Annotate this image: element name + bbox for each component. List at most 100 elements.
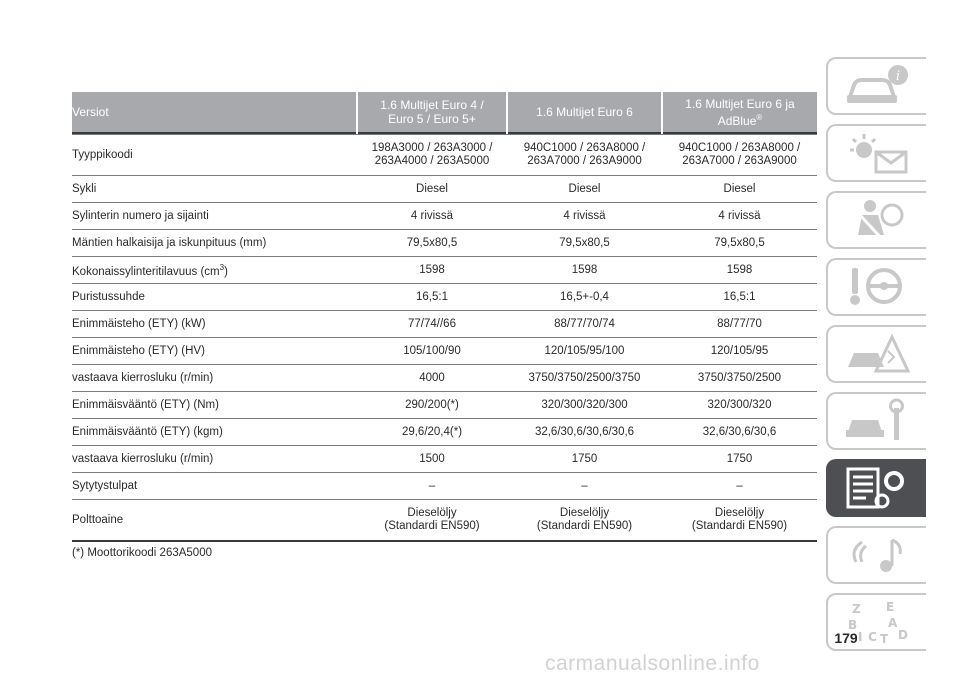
svg-text:E: E [886,600,894,614]
cell-value: Dieselöljy (Standardi EN590) [507,499,662,542]
airbag-safety-icon [858,200,904,241]
tab-technical-data[interactable] [826,459,926,517]
cell-value: – [357,472,507,500]
cell-value: Diesel [357,175,507,203]
cell-value: 3750/3750/2500 [662,364,817,392]
tab-starting-driving[interactable] [826,258,926,316]
cell-value: 105/100/90 [357,337,507,365]
chapter-tabs: i [826,57,930,660]
cell-value: 79,5x80,5 [357,229,507,257]
cell-value: 32,6/30,6/30,6/30,6 [507,418,662,446]
cell-value: 32,6/30,6/30,6 [662,418,817,446]
cell-value: 940C1000 / 263A8000 /263A7000 / 263A9000 [662,134,817,176]
tab-warning-lights[interactable] [826,124,926,182]
table-row: Polttoaine Dieselöljy (Standardi EN590) D… [72,499,817,542]
svg-text:D: D [898,628,908,642]
row-label: Sykli [72,175,357,203]
cell-value: 1598 [357,256,507,284]
svg-text:T: T [880,632,889,645]
cell-value: 77/74//66 [357,310,507,338]
cell-value: 3750/3750/2500/3750 [507,364,662,392]
svg-text:A: A [888,616,898,630]
maintenance-tools-icon [846,398,904,440]
footnote: (*) Moottorikoodi 263A5000 [72,547,212,559]
cell-value: 198A3000 / 263A3000 /263A4000 / 263A5000 [357,134,507,176]
cell-value: 120/105/95 [662,337,817,365]
cell-value: 4 rivissä [662,202,817,230]
cell-value: 16,5+-0,4 [507,283,662,311]
table-row: Enimmäisvääntö (ETY) (Nm) 290/200(*) 320… [72,391,817,419]
row-label: Puristussuhde [72,283,357,311]
header-separator [72,132,817,135]
row-label: Sylinterin numero ja sijainti [72,202,357,230]
header-euro6-adblue: 1.6 Multijet Euro 6 ja AdBlue® [661,92,817,133]
cell-value: 320/300/320 [662,391,817,419]
cell-value: 1598 [507,256,662,284]
cell-value: 88/77/70 [662,310,817,338]
row-label: Polttoaine [72,499,357,542]
row-label: Kokonaissylinteritilavuus (cm3) [72,256,357,284]
cell-value: 290/200(*) [357,391,507,419]
engine-spec-table: Versiot 1.6 Multijet Euro 4 /Euro 5 / Eu… [72,92,817,542]
warning-lights-icon [850,134,908,174]
row-label: Enimmäisvääntö (ETY) (Nm) [72,391,357,419]
table-row: vastaava kierrosluku (r/min) 1500 1750 1… [72,445,817,473]
tab-safety[interactable] [826,191,926,249]
row-label: Enimmäisvääntö (ETY) (kgm) [72,418,357,446]
tab-emergency[interactable] [826,325,926,383]
table-row: Enimmäisteho (ETY) (HV) 105/100/90 120/1… [72,337,817,365]
cell-value: 29,6/20,4(*) [357,418,507,446]
watermark[interactable]: carmanualsonline.info [545,652,760,675]
row-label: Mäntien halkaisija ja iskunpituus (mm) [72,229,357,257]
cell-value: 4 rivissä [357,202,507,230]
table-row: Sylinterin numero ja sijainti 4 rivissä … [72,202,817,230]
cell-value: 79,5x80,5 [662,229,817,257]
table-row: Sytytystulpat – – – [72,472,817,500]
header-versiot: Versiot [72,92,357,133]
tab-multimedia[interactable] [826,526,926,584]
car-info-icon: i [847,65,908,103]
tab-maintenance[interactable] [826,392,926,450]
row-label: vastaava kierrosluku (r/min) [72,445,357,473]
row-label: vastaava kierrosluku (r/min) [72,364,357,392]
table-row: Kokonaissylinteritilavuus (cm3) 1598 159… [72,256,817,284]
svg-text:B: B [848,618,857,632]
table-row: Puristussuhde 16,5:1 16,5+-0,4 16,5:1 [72,283,817,311]
cell-value: 940C1000 / 263A8000 /263A7000 / 263A9000 [507,134,662,176]
cell-value: 1750 [507,445,662,473]
page-number: 179 [834,630,858,646]
cell-value: 79,5x80,5 [507,229,662,257]
cell-value: 320/300/320/300 [507,391,662,419]
technical-data-icon [846,467,904,509]
steering-wheel-icon [850,268,902,305]
cell-value: 4000 [357,364,507,392]
cell-value: 120/105/95/100 [507,337,662,365]
emergency-triangle-icon [848,333,911,373]
cell-value: 1500 [357,445,507,473]
header-euro6: 1.6 Multijet Euro 6 [506,92,662,133]
svg-text:Z: Z [852,602,861,616]
table-row: Mäntien halkaisija ja iskunpituus (mm) 7… [72,229,817,257]
cell-value: 88/77/70/74 [507,310,662,338]
tab-car-info[interactable]: i [826,57,926,115]
svg-text:i: i [896,69,900,84]
cell-value: 1598 [662,256,817,284]
table-row: vastaava kierrosluku (r/min) 4000 3750/3… [72,364,817,392]
svg-text:C: C [868,630,877,644]
cell-value: 4 rivissä [507,202,662,230]
header-euro4-5: 1.6 Multijet Euro 4 /Euro 5 / Euro 5+ [356,92,507,133]
cell-value: – [507,472,662,500]
svg-text:I: I [858,630,862,644]
spec-table-container: Versiot 1.6 Multijet Euro 4 /Euro 5 / Eu… [72,92,817,542]
cell-value: 1750 [662,445,817,473]
row-label: Enimmäisteho (ETY) (HV) [72,337,357,365]
cell-value: Dieselöljy (Standardi EN590) [357,499,507,542]
cell-value: Dieselöljy (Standardi EN590) [662,499,817,542]
table-row: Tyyppikoodi 198A3000 / 263A3000 /263A400… [72,134,817,176]
cell-value: – [662,472,817,500]
cell-value: Diesel [662,175,817,203]
cell-value: 16,5:1 [662,283,817,311]
table-row: Enimmäisvääntö (ETY) (kgm) 29,6/20,4(*) … [72,418,817,446]
